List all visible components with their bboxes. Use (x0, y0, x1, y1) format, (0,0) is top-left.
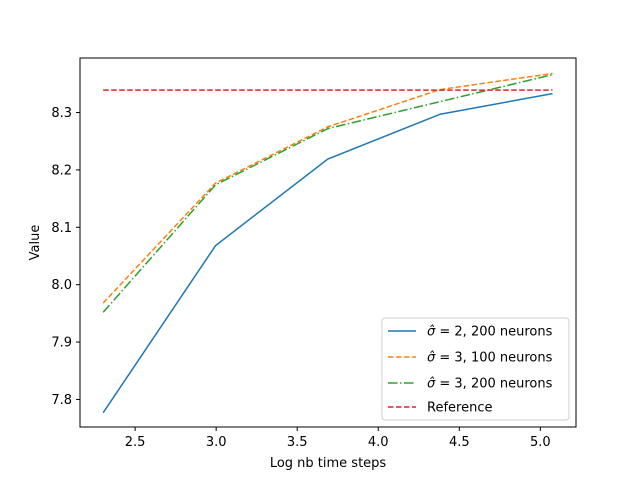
x-tick-label: 3.5 (287, 435, 308, 450)
legend-sigma-prefix: σ̂ = (427, 325, 454, 340)
legend-sigma-prefix: σ̂ = (427, 377, 454, 392)
x-tick-label: 3.0 (206, 435, 227, 450)
y-tick-label: 8.2 (51, 163, 72, 178)
legend-box (381, 317, 570, 421)
y-tick-label: 8.0 (51, 278, 72, 293)
legend-label-3: σ̂ = 3, 200 neurons (427, 377, 553, 392)
x-tick-label: 4.0 (368, 435, 389, 450)
legend-label-4: Reference (427, 401, 492, 416)
series-line-2 (102, 72, 553, 304)
y-tick-label: 8.1 (51, 221, 72, 236)
series-layer (102, 72, 553, 414)
x-tick-label: 4.5 (449, 435, 470, 450)
x-axis-label: Log nb time steps (270, 456, 387, 471)
legend-series-name: Reference (427, 401, 492, 416)
y-axis-label: Value (28, 225, 43, 261)
x-tick-label: 5.0 (530, 435, 551, 450)
y-axis: 7.8 7.9 8.0 8.1 8.2 8.3 (51, 106, 80, 408)
y-tick-label: 7.9 (51, 336, 72, 351)
legend-series-name: 2, 200 neurons (454, 325, 552, 340)
legend-series-name: 3, 100 neurons (454, 351, 552, 366)
y-tick-label: 7.8 (51, 393, 72, 408)
plot-frame (79, 57, 577, 428)
x-axis: 2.5 3.0 3.5 4.0 4.5 5.0 (125, 427, 551, 450)
series-line-3 (102, 73, 553, 313)
legend-label-1: σ̂ = 2, 200 neurons (427, 325, 553, 340)
series-line-1 (102, 92, 553, 414)
y-tick-label: 8.3 (51, 106, 72, 121)
legend-sigma-prefix: σ̂ = (427, 351, 454, 366)
legend-series-name: 3, 200 neurons (454, 377, 552, 392)
legend-label-2: σ̂ = 3, 100 neurons (427, 351, 553, 366)
x-tick-label: 2.5 (125, 435, 146, 450)
